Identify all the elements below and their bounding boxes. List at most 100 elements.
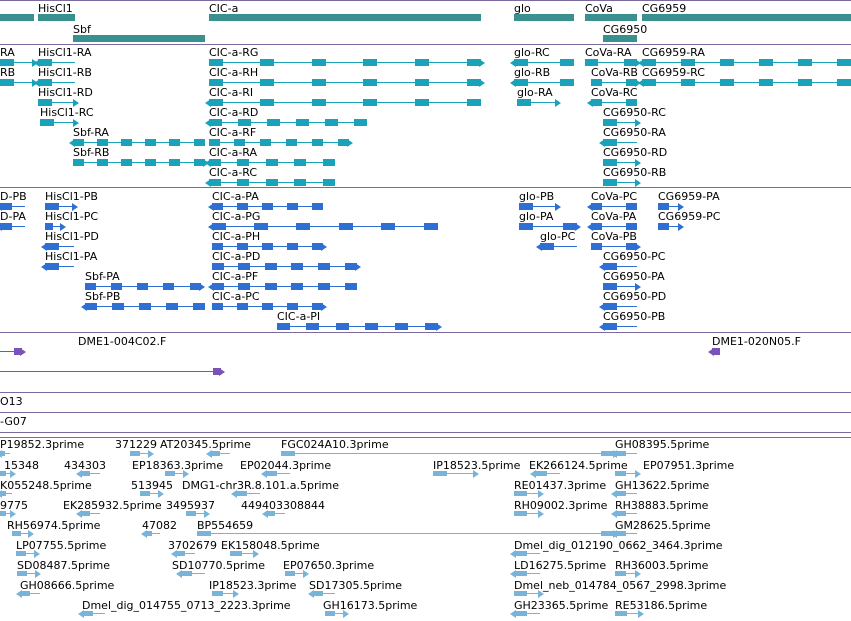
est-label[interactable]: SD17305.5prime	[309, 579, 402, 592]
protein-label[interactable]: CoVa-PA	[591, 210, 637, 223]
transcript-label[interactable]: HisCl1-RD	[38, 86, 93, 99]
transcript-label[interactable]: CG6950-RA	[603, 126, 666, 139]
transcript-label[interactable]: RA	[0, 46, 15, 59]
protein-label[interactable]: HisCl1-PC	[45, 210, 99, 223]
est-label[interactable]: 9775	[0, 499, 28, 512]
protein-label[interactable]: CIC-a-PF	[212, 270, 259, 283]
transcript-label[interactable]: CIC-a-RD	[209, 106, 259, 119]
est-label[interactable]: 434303	[64, 459, 106, 472]
transcript-label[interactable]: glo-RB	[514, 66, 551, 79]
gene-label[interactable]: Sbf	[73, 23, 91, 36]
est-label[interactable]: EP02044.3prime	[240, 459, 332, 472]
transcript-label[interactable]: CIC-a-RC	[209, 166, 258, 179]
est-label[interactable]: GH16173.5prime	[323, 599, 418, 612]
transcript-label[interactable]: CIC-a-RI	[209, 86, 254, 99]
est-label[interactable]: LD16275.5prime	[514, 559, 607, 572]
est-label[interactable]: AT20345.5prime	[160, 438, 251, 451]
est-label[interactable]: EK285932.5prime	[63, 499, 162, 512]
est-label[interactable]: DMG1-chr3R.8.101.a.5prime	[182, 479, 340, 492]
protein-label[interactable]: glo-PB	[519, 190, 555, 203]
protein-label[interactable]: CIC-a-PI	[277, 310, 321, 323]
gene-label[interactable]: CG6950	[603, 23, 648, 36]
transcript-label[interactable]: HisCl1-RC	[40, 106, 94, 119]
transcript-label[interactable]: CoVa-RC	[591, 86, 638, 99]
protein-label[interactable]: CG6950-PD	[603, 290, 667, 303]
protein-label[interactable]: HisCl1-PD	[45, 230, 99, 243]
est-label[interactable]: IP18523.3prime	[209, 579, 297, 592]
est-label[interactable]: RH56974.5prime	[7, 519, 101, 532]
est-label[interactable]: EP18363.3prime	[132, 459, 224, 472]
est-label[interactable]: RH38883.5prime	[615, 499, 709, 512]
protein-label[interactable]: HisCl1-PB	[45, 190, 98, 203]
est-label[interactable]: EP07951.3prime	[643, 459, 735, 472]
transcript-label[interactable]: HisCl1-RB	[38, 66, 92, 79]
transcript-label[interactable]: CG6959-RA	[642, 46, 705, 59]
est-label[interactable]: GH08395.5prime	[615, 438, 710, 451]
gene-label[interactable]: glo	[514, 2, 531, 15]
est-label[interactable]: 15348	[4, 459, 39, 472]
transcript-label[interactable]: CIC-a-RG	[209, 46, 259, 59]
transcript-label[interactable]: CIC-a-RF	[209, 126, 257, 139]
protein-label[interactable]: CIC-a-PA	[212, 190, 259, 203]
gene-label[interactable]: CIC-a	[209, 2, 239, 15]
protein-label[interactable]: Sbf-PA	[85, 270, 120, 283]
protein-label[interactable]: glo-PA	[519, 210, 554, 223]
protein-label[interactable]: CoVa-PB	[591, 230, 637, 243]
protein-label[interactable]: CIC-a-PC	[212, 290, 260, 303]
est-label[interactable]: Dmel_dig_014755_0713_2223.3prime	[82, 599, 291, 612]
est-label[interactable]: GH13622.5prime	[615, 479, 710, 492]
protein-label[interactable]: CG6959-PA	[658, 190, 720, 203]
est-label[interactable]: FGC024A10.3prime	[281, 438, 389, 451]
protein-label[interactable]: CG6950-PB	[603, 310, 666, 323]
transcript-label[interactable]: RB	[0, 66, 16, 79]
est-label[interactable]: GH08666.5prime	[20, 579, 115, 592]
est-label[interactable]: RE53186.5prime	[615, 599, 708, 612]
est-label[interactable]: 371229	[115, 438, 157, 451]
est-label[interactable]: SD10770.5prime	[172, 559, 265, 572]
protein-label[interactable]: CoVa-PC	[591, 190, 638, 203]
est-label[interactable]: Dmel_dig_012190_0662_3464.3prime	[514, 539, 723, 552]
est-label[interactable]: EP07650.3prime	[283, 559, 375, 572]
transcript-label[interactable]: Sbf-RA	[73, 126, 109, 139]
est-label[interactable]: RE01437.3prime	[514, 479, 607, 492]
est-label[interactable]: P19852.3prime	[0, 438, 85, 451]
transcript-label[interactable]: CoVa-RB	[591, 66, 638, 79]
est-label[interactable]: RH09002.3prime	[514, 499, 608, 512]
transcript-label[interactable]: HisCl1-RA	[38, 46, 92, 59]
est-label[interactable]: GH23365.5prime	[514, 599, 609, 612]
est-label[interactable]: LP07755.5prime	[16, 539, 107, 552]
transcript-label[interactable]: CoVa-RA	[585, 46, 632, 59]
est-label[interactable]: 513945	[131, 479, 173, 492]
est-label[interactable]: 3702679	[168, 539, 217, 552]
est-label[interactable]: SD08487.5prime	[17, 559, 110, 572]
est-label[interactable]: RH36003.5prime	[615, 559, 709, 572]
transcript-label[interactable]: glo-RA	[517, 86, 553, 99]
protein-label[interactable]: CG6950-PC	[603, 250, 666, 263]
protein-label[interactable]: CIC-a-PG	[212, 210, 261, 223]
protein-label[interactable]: D-PA	[0, 210, 26, 223]
est-label[interactable]: EK266124.5prime	[529, 459, 628, 472]
gene-label[interactable]: HisCl1	[38, 2, 73, 15]
protein-label[interactable]: glo-PC	[540, 230, 576, 243]
est-label[interactable]: K055248.5prime	[0, 479, 92, 492]
est-label[interactable]: BP554659	[197, 519, 254, 532]
transcript-label[interactable]: CG6950-RB	[603, 166, 667, 179]
protein-label[interactable]: CG6959-PC	[658, 210, 721, 223]
protein-label[interactable]: D-PB	[0, 190, 27, 203]
est-label[interactable]: 3495937	[166, 499, 215, 512]
transcript-label[interactable]: glo-RC	[514, 46, 550, 59]
protein-label[interactable]: HisCl1-PA	[45, 250, 98, 263]
est-label[interactable]: GM28625.5prime	[615, 519, 711, 532]
transcript-label[interactable]: Sbf-RB	[73, 146, 110, 159]
protein-label[interactable]: CIC-a-PD	[212, 250, 261, 263]
clone-label[interactable]: DME1-020N05.F	[712, 335, 801, 348]
est-label[interactable]: Dmel_neb_014784_0567_2998.3prime	[514, 579, 727, 592]
est-label[interactable]: IP18523.5prime	[433, 459, 521, 472]
protein-label[interactable]: CG6950-PA	[603, 270, 665, 283]
est-label[interactable]: EK158048.5prime	[221, 539, 320, 552]
gene-label[interactable]: CoVa	[585, 2, 613, 15]
protein-label[interactable]: Sbf-PB	[85, 290, 121, 303]
est-label[interactable]: 449403308844	[241, 499, 325, 512]
transcript-label[interactable]: CIC-a-RH	[209, 66, 259, 79]
